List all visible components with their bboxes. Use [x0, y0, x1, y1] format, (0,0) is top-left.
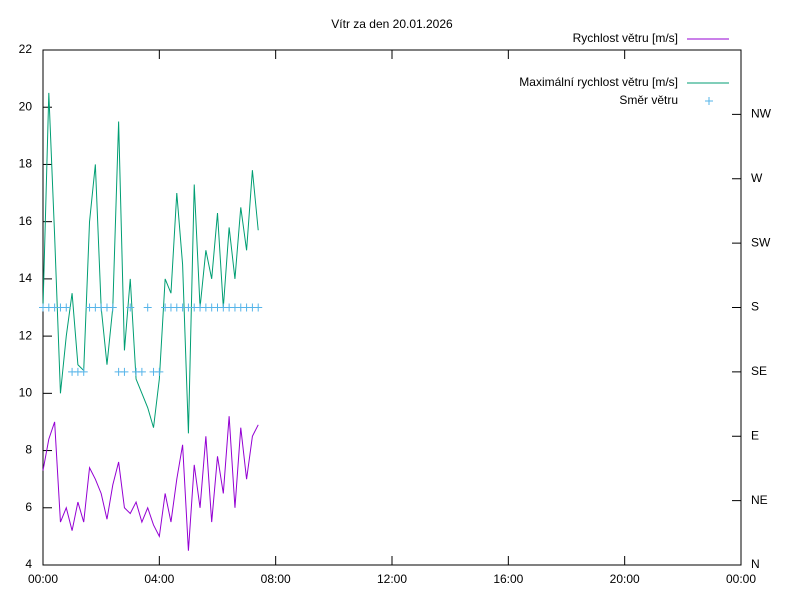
chart-title: Vítr za den 20.01.2026	[331, 17, 453, 31]
direction-point	[62, 303, 71, 312]
y2-tick-label: SE	[751, 364, 767, 378]
y2-tick-label: NE	[751, 493, 768, 507]
legend-label: Maximální rychlost větru [m/s]	[519, 75, 678, 89]
direction-point	[155, 367, 164, 376]
y2-tick-label: SW	[751, 235, 771, 249]
direction-point	[79, 367, 88, 376]
y2-tick-label: S	[751, 300, 759, 314]
y-tick-label: 10	[19, 386, 33, 400]
y-tick-label: 8	[25, 443, 32, 457]
y2-tick-label: NW	[751, 107, 772, 121]
direction-point	[254, 303, 263, 312]
direction-point	[120, 367, 129, 376]
y-tick-label: 12	[19, 328, 33, 342]
legend-label: Směr větru	[619, 93, 678, 107]
y-tick-label: 18	[19, 157, 33, 171]
y-tick-label: 22	[19, 42, 33, 56]
series-line	[42, 416, 259, 551]
direction-point	[126, 303, 135, 312]
y2-tick-label: N	[751, 557, 760, 571]
x-tick-label: 00:00	[726, 572, 756, 586]
direction-point	[108, 303, 117, 312]
y-tick-label: 6	[25, 500, 32, 514]
y-tick-label: 16	[19, 214, 33, 228]
series-line	[42, 92, 259, 434]
x-tick-label: 08:00	[261, 572, 291, 586]
direction-point	[143, 303, 152, 312]
y-tick-label: 4	[25, 557, 32, 571]
legend-symbol	[705, 97, 713, 105]
x-tick-label: 16:00	[493, 572, 523, 586]
direction-point	[137, 367, 146, 376]
y-tick-label: 14	[19, 271, 33, 285]
x-tick-label: 12:00	[377, 572, 407, 586]
x-tick-label: 00:00	[28, 572, 58, 586]
y2-tick-label: E	[751, 428, 759, 442]
legend-label: Rychlost větru [m/s]	[573, 31, 678, 45]
y2-tick-label: W	[751, 171, 763, 185]
x-tick-label: 04:00	[144, 572, 174, 586]
x-tick-label: 20:00	[610, 572, 640, 586]
y-tick-label: 20	[19, 99, 33, 113]
